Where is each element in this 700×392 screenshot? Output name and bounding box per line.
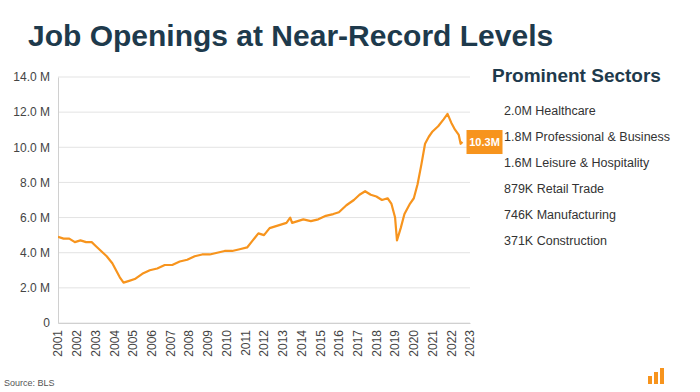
grid-line [58,323,470,324]
x-tick-label: 2014 [295,330,309,357]
background [0,0,700,392]
x-tick-label: 2006 [145,330,159,357]
x-tick: 2004 [108,323,122,357]
grid-line [58,112,470,113]
sidebar-item: 2.0M Healthcare [504,104,596,118]
sidebar-item: 1.6M Leisure & Hospitality [504,156,650,170]
x-tick: 2001 [51,323,65,357]
x-tick-label: 2021 [426,330,440,357]
y-tick-label: 0 [43,316,50,330]
x-tick-label: 2011 [239,330,253,356]
x-tick-label: 2020 [407,330,421,357]
sidebar-title: Prominent Sectors [492,65,661,86]
x-axis-line [59,323,471,324]
x-tick-label: 2013 [276,330,290,357]
sidebar-item: 879K Retail Trade [504,182,604,196]
y-tick-label: 10.0 M [13,141,50,155]
x-tick: 2013 [276,323,290,357]
x-tick: 2014 [295,323,309,357]
y-tick-label: 12.0 M [13,105,50,119]
x-tick: 2018 [370,323,384,357]
x-tick: 2015 [314,323,328,357]
x-axis: 2001 2002 2003 2004 2005 2006 2007 2008 2009 2010… [51,323,477,357]
y-tick: 6.0 M [20,211,58,225]
x-tick-label: 2019 [388,330,402,357]
x-tick: 2019 [388,323,402,357]
grid-line [58,252,470,253]
x-tick-label: 2016 [332,330,346,357]
annotation-label: 10.3M [469,136,500,148]
x-tick-label: 2003 [89,330,103,357]
x-tick-label: 2005 [126,330,140,357]
x-tick-label: 2012 [257,330,271,357]
sidebar-item: 746K Manufacturing [504,208,616,222]
y-tick-label: 2.0 M [20,281,50,295]
x-tick-label: 2001 [51,330,65,357]
x-tick: 2003 [89,323,103,357]
x-tick: 2022 [445,323,459,357]
x-tick-label: 2015 [314,330,328,357]
title: Job Openings at Near-Record Levels [28,19,553,52]
x-tick: 2006 [145,323,159,357]
x-tick: 2007 [164,323,178,357]
grid-line [58,147,470,148]
y-tick: 0 [43,316,58,330]
x-tick-label: 2022 [445,330,459,357]
x-tick-label: 2010 [220,330,234,357]
x-tick-label: 2018 [370,330,384,357]
sidebar-item: 371K Construction [504,234,607,248]
chart-svg: Job Openings at Near-Record Levels 0 2.0 M… [0,0,700,392]
x-tick: 2009 [201,323,215,357]
x-tick-label: 2007 [164,330,178,357]
y-tick: 4.0 M [20,246,58,260]
x-tick: 2010 [220,323,234,357]
x-tick: 2017 [351,323,365,357]
y-tick: 8.0 M [20,176,58,190]
source: Source: BLS [4,378,55,388]
sidebar: Prominent Sectors 2.0M Healthcare 1.8M Pro… [492,65,670,248]
x-tick: 2011 [239,323,253,356]
grid [58,77,470,323]
sidebar-item: 1.8M Professional & Business [504,130,670,144]
y-axis-line [58,78,59,324]
y-tick-label: 8.0 M [20,176,50,190]
plot-area [58,114,463,283]
logo-bar [654,372,658,384]
y-tick: 2.0 M [20,281,58,295]
x-tick-label: 2023 [463,330,477,357]
x-tick: 2020 [407,323,421,357]
x-tick: 2021 [426,323,440,357]
grid-line [58,287,470,288]
y-tick: 14.0 M [13,70,58,84]
x-tick: 2023 [463,323,477,357]
logo [648,368,664,384]
x-tick-label: 2008 [182,330,196,357]
x-tick: 2016 [332,323,346,357]
y-tick-label: 14.0 M [13,70,50,84]
grid-line [58,77,470,78]
logo-bar [660,368,664,384]
logo-bar [648,376,652,384]
grid-line [58,217,470,218]
y-tick: 10.0 M [13,141,58,155]
y-tick: 12.0 M [13,105,58,119]
x-tick: 2002 [70,323,84,357]
annotation-box [467,130,503,154]
data-line [58,114,463,283]
x-tick: 2012 [257,323,271,357]
y-tick-label: 4.0 M [20,246,50,260]
x-tick-label: 2004 [108,330,122,357]
y-axis: 0 2.0 M 4.0 M 6.0 M 8.0 M 10.0 M 12.0 M 14.0 M [13,70,58,330]
x-tick-label: 2009 [201,330,215,357]
x-tick: 2008 [182,323,196,357]
annotation: 10.3M [467,130,503,154]
y-tick-label: 6.0 M [20,211,50,225]
x-tick: 2005 [126,323,140,357]
x-tick-label: 2017 [351,330,365,357]
grid-line [58,182,470,183]
x-tick-label: 2002 [70,330,84,357]
